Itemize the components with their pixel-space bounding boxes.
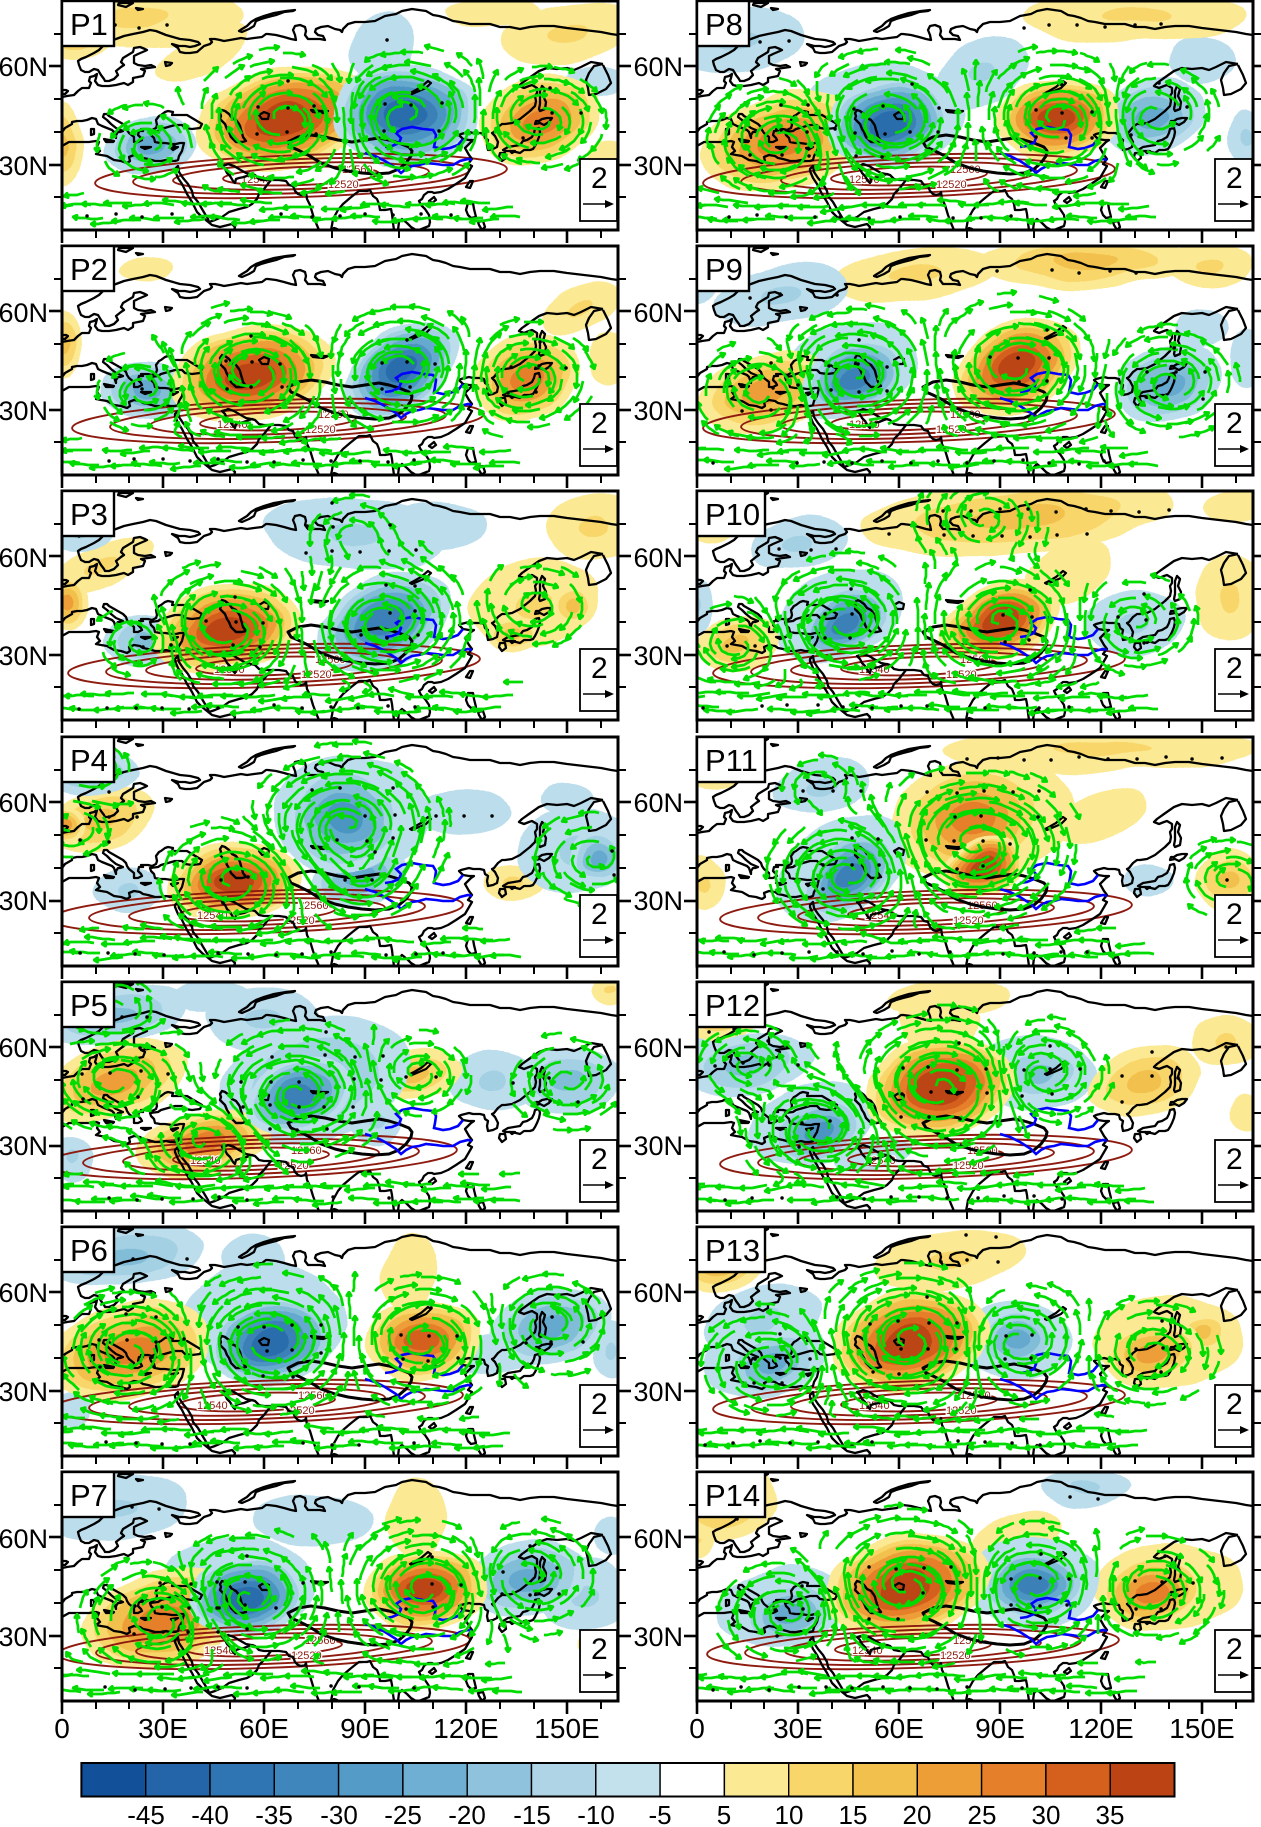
svg-text:12540: 12540: [197, 1400, 228, 1412]
svg-text:30N: 30N: [0, 886, 48, 916]
svg-text:60N: 60N: [633, 543, 683, 573]
svg-text:60E: 60E: [874, 1713, 924, 1744]
svg-text:-15: -15: [513, 1800, 551, 1827]
svg-text:60N: 60N: [633, 52, 683, 82]
svg-text:P12: P12: [705, 988, 760, 1023]
svg-text:2: 2: [591, 898, 608, 931]
svg-text:2: 2: [1226, 1388, 1243, 1421]
svg-text:30N: 30N: [0, 1131, 48, 1161]
svg-text:60N: 60N: [0, 788, 48, 818]
svg-text:35: 35: [1096, 1800, 1125, 1827]
svg-text:60N: 60N: [0, 1524, 48, 1554]
svg-text:2: 2: [591, 407, 608, 440]
svg-text:60N: 60N: [0, 1033, 48, 1063]
svg-text:15: 15: [839, 1800, 868, 1827]
svg-text:2: 2: [1226, 1143, 1243, 1176]
svg-text:20: 20: [903, 1800, 932, 1827]
svg-text:2: 2: [591, 652, 608, 685]
svg-text:60N: 60N: [0, 1278, 48, 1308]
svg-text:-25: -25: [384, 1800, 422, 1827]
svg-text:60N: 60N: [0, 52, 48, 82]
svg-text:-10: -10: [577, 1800, 615, 1827]
svg-text:60E: 60E: [239, 1713, 289, 1744]
svg-text:60N: 60N: [0, 543, 48, 573]
svg-text:30E: 30E: [773, 1713, 823, 1744]
svg-text:2: 2: [1226, 652, 1243, 685]
svg-text:P7: P7: [70, 1478, 108, 1513]
svg-text:-35: -35: [255, 1800, 293, 1827]
svg-text:25: 25: [968, 1800, 997, 1827]
svg-text:P10: P10: [705, 497, 760, 532]
svg-text:0: 0: [54, 1713, 70, 1744]
svg-text:150E: 150E: [1169, 1713, 1234, 1744]
svg-text:P8: P8: [705, 7, 743, 42]
svg-text:30N: 30N: [0, 1622, 48, 1652]
svg-text:2: 2: [1226, 162, 1243, 195]
svg-text:12560: 12560: [298, 900, 329, 912]
svg-text:5: 5: [717, 1800, 731, 1827]
svg-text:120E: 120E: [433, 1713, 498, 1744]
svg-text:2: 2: [1226, 407, 1243, 440]
svg-text:150E: 150E: [534, 1713, 599, 1744]
svg-text:2: 2: [591, 1388, 608, 1421]
svg-text:P2: P2: [70, 252, 108, 287]
svg-text:30N: 30N: [0, 396, 48, 426]
svg-text:60N: 60N: [633, 1278, 683, 1308]
svg-text:90E: 90E: [975, 1713, 1025, 1744]
svg-text:2: 2: [591, 162, 608, 195]
svg-text:P3: P3: [70, 497, 108, 532]
svg-text:10: 10: [775, 1800, 804, 1827]
svg-text:120E: 120E: [1068, 1713, 1133, 1744]
svg-text:-20: -20: [448, 1800, 486, 1827]
svg-text:12520: 12520: [940, 1650, 971, 1662]
svg-text:30N: 30N: [0, 641, 48, 671]
svg-text:P9: P9: [705, 252, 743, 287]
svg-text:30E: 30E: [138, 1713, 188, 1744]
svg-text:60N: 60N: [633, 1033, 683, 1063]
svg-text:0: 0: [689, 1713, 705, 1744]
svg-text:30: 30: [1032, 1800, 1061, 1827]
svg-text:60N: 60N: [633, 1524, 683, 1554]
svg-text:30N: 30N: [633, 641, 683, 671]
svg-text:2: 2: [591, 1143, 608, 1176]
svg-text:-45: -45: [127, 1800, 165, 1827]
svg-text:90E: 90E: [340, 1713, 390, 1744]
svg-text:P5: P5: [70, 988, 108, 1023]
svg-text:30N: 30N: [633, 1622, 683, 1652]
svg-text:30N: 30N: [0, 1377, 48, 1407]
svg-text:P11: P11: [705, 743, 758, 778]
svg-text:30N: 30N: [633, 396, 683, 426]
svg-text:30N: 30N: [0, 151, 48, 181]
svg-text:-30: -30: [320, 1800, 358, 1827]
svg-text:60N: 60N: [0, 298, 48, 328]
svg-text:2: 2: [1226, 1633, 1243, 1666]
svg-text:30N: 30N: [633, 886, 683, 916]
svg-text:30N: 30N: [633, 151, 683, 181]
svg-text:2: 2: [591, 1633, 608, 1666]
svg-text:P4: P4: [70, 743, 108, 778]
svg-text:P6: P6: [70, 1233, 108, 1268]
svg-text:P14: P14: [705, 1478, 760, 1513]
svg-text:30N: 30N: [633, 1131, 683, 1161]
svg-text:60N: 60N: [633, 788, 683, 818]
svg-text:-5: -5: [648, 1800, 671, 1827]
svg-text:30N: 30N: [633, 1377, 683, 1407]
svg-text:60N: 60N: [633, 298, 683, 328]
svg-text:12520: 12520: [936, 179, 967, 191]
svg-text:2: 2: [1226, 898, 1243, 931]
svg-text:P13: P13: [705, 1233, 760, 1268]
svg-text:-40: -40: [191, 1800, 229, 1827]
svg-text:P1: P1: [70, 7, 108, 42]
